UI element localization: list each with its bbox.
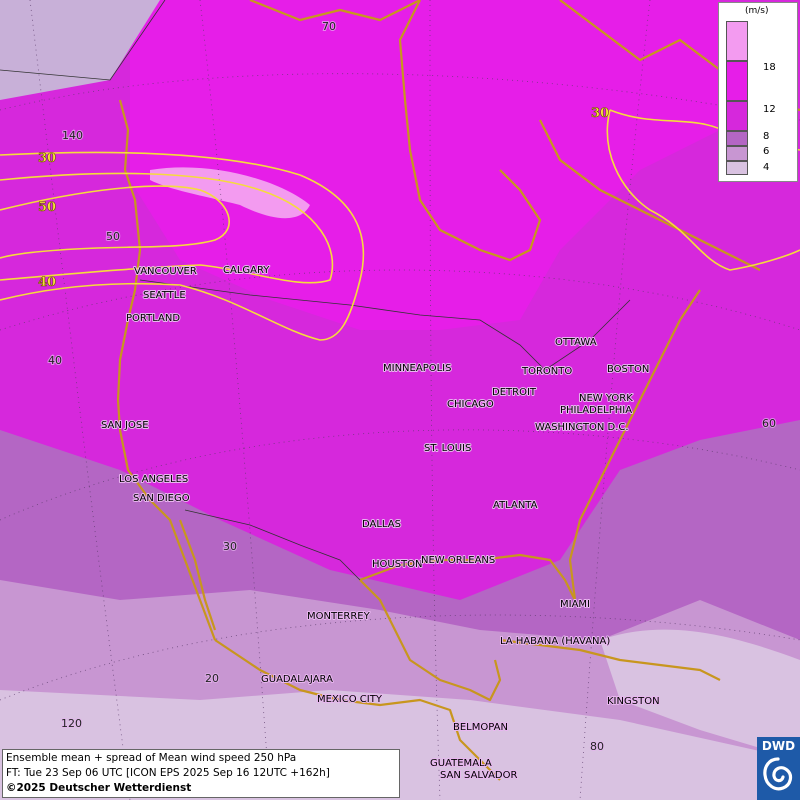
city-atlanta: ATLANTA <box>493 500 538 511</box>
city-dallas: DALLAS <box>362 519 401 530</box>
dwd-logo-text: DWD <box>761 739 796 753</box>
coastlines <box>116 0 800 781</box>
dwd-logo: DWD <box>757 737 800 800</box>
city-sandiego: SAN DIEGO <box>133 493 190 504</box>
city-sanjose: SAN JOSE <box>101 420 149 431</box>
legend-level-8: 8 <box>763 131 770 142</box>
legend-swatch-12-18 <box>726 61 748 101</box>
city-guatemala: GUATEMALA <box>430 758 492 769</box>
legend-level-4: 4 <box>763 162 770 173</box>
city-washington: WASHINGTON D.C. <box>535 422 629 433</box>
legend-swatch-8-12 <box>726 101 748 131</box>
legend-level-12: 12 <box>763 104 776 115</box>
field-upper-left-pale <box>0 0 160 100</box>
city-kingston: KINGSTON <box>607 696 660 707</box>
city-mexicocity: MEXICO CITY <box>317 694 383 705</box>
field-jet-core <box>150 167 310 219</box>
lat-label-50: 50 <box>106 230 120 243</box>
isotachs <box>0 109 800 341</box>
city-ottawa: OTTAWA <box>555 337 597 348</box>
caption-title: Ensemble mean + spread of Mean wind spee… <box>6 752 297 764</box>
lat-label-20: 20 <box>205 672 219 685</box>
city-miami: MIAMI <box>560 599 590 610</box>
city-neworleans: NEW ORLEANS <box>421 555 495 566</box>
lat-label-40: 40 <box>48 354 62 367</box>
lat-label-70: 70 <box>322 20 336 33</box>
isotach-40 <box>0 172 334 284</box>
contour-label-30-east: 30 <box>591 106 609 121</box>
contour-label-40: 40 <box>38 275 56 290</box>
city-chicago: CHICAGO <box>447 399 494 410</box>
map-caption: Ensemble mean + spread of Mean wind spee… <box>2 749 400 798</box>
lat-label-30: 30 <box>223 540 237 553</box>
city-seattle: SEATTLE <box>143 290 186 301</box>
legend-swatch-above-18 <box>726 21 748 61</box>
city-labels: VANCOUVER CALGARY SEATTLE PORTLAND MINNE… <box>100 264 661 782</box>
isotach-50 <box>0 185 230 259</box>
city-calgary: CALGARY <box>223 265 270 276</box>
dwd-logo-swirl-icon <box>763 757 793 791</box>
caption-forecast-time: FT: Tue 23 Sep 06 UTC [ICON EPS 2025 Sep… <box>6 767 330 779</box>
legend-swatch-6-8 <box>726 131 748 146</box>
borders <box>0 0 631 581</box>
city-vancouver: VANCOUVER <box>134 266 197 277</box>
legend-unit: (m/s) <box>745 6 769 16</box>
lon-label-120: 120 <box>61 717 82 730</box>
lon-label-140: 140 <box>62 129 83 142</box>
legend-level-6: 6 <box>763 146 770 157</box>
legend-swatch-4-6 <box>726 146 748 161</box>
city-belmopan: BELMOPAN <box>453 722 508 733</box>
contour-label-30-west: 30 <box>38 151 56 166</box>
lon-label-60: 60 <box>762 417 776 430</box>
city-portland: PORTLAND <box>126 313 180 324</box>
caption-copyright: ©2025 Deutscher Wetterdienst <box>6 782 192 794</box>
city-monterrey: MONTERREY <box>307 611 371 622</box>
city-losangeles: LOS ANGELES <box>119 474 188 485</box>
legend-swatch-below-4 <box>726 161 748 175</box>
city-sansalvador: SAN SALVADOR <box>440 770 517 781</box>
city-philadelphia: PHILADELPHIA <box>560 405 632 416</box>
city-boston: BOSTON <box>607 364 649 375</box>
lon-label-80: 80 <box>590 740 604 753</box>
field-caribbean-low <box>600 629 800 760</box>
contour-label-50: 50 <box>38 200 56 215</box>
city-detroit: DETROIT <box>492 387 537 398</box>
city-minneapolis: MINNEAPOLIS <box>383 363 451 374</box>
legend-level-18: 18 <box>763 62 776 73</box>
city-lahabana: LA HABANA (HAVANA) <box>500 636 610 647</box>
city-newyork: NEW YORK <box>579 393 633 404</box>
city-guadalajara: GUADALAJARA <box>261 674 333 685</box>
color-legend: (m/s) 18 12 8 6 4 <box>718 2 798 182</box>
city-houston: HOUSTON <box>372 559 423 570</box>
city-stlouis: ST. LOUIS <box>424 443 471 454</box>
isotach-30-west <box>0 151 365 341</box>
field-18-plus <box>130 0 720 330</box>
city-toronto: TORONTO <box>521 366 572 377</box>
